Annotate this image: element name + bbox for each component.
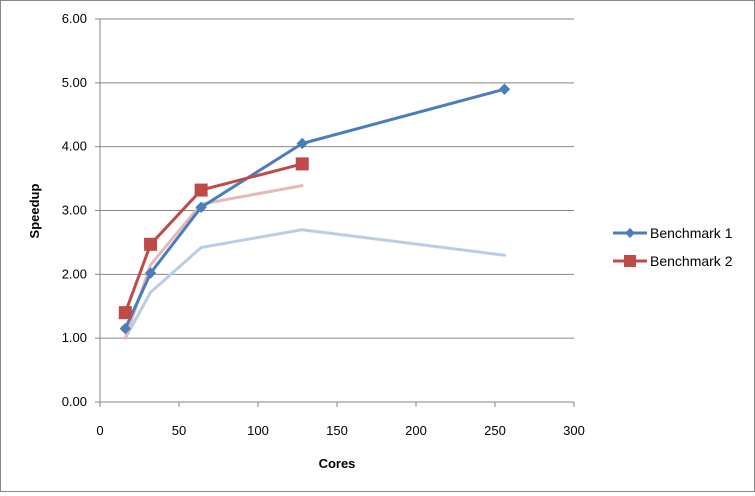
x-axis-title: Cores <box>319 456 356 471</box>
series-2-point-1 <box>144 237 158 251</box>
y-tick-label-0: 0.00 <box>62 394 87 409</box>
x-tick-label-6: 300 <box>563 423 585 438</box>
y-tick-label-1: 1.00 <box>62 330 87 345</box>
series-2 <box>118 157 309 320</box>
x-tick-labels: 0 50 100 150 200 250 300 <box>96 423 584 438</box>
legend-label-1: Benchmark 1 <box>650 225 733 241</box>
y-tick-label-4: 4.00 <box>62 139 87 154</box>
legend: Benchmark 1 Benchmark 2 <box>613 225 733 269</box>
legend-entry-2: Benchmark 2 <box>613 253 733 269</box>
series-1-point-4 <box>498 83 511 95</box>
series-4-line <box>123 184 304 340</box>
y-tick-label-2: 2.00 <box>62 266 87 281</box>
series-1-point-1 <box>144 267 157 279</box>
series-3-line <box>123 228 506 340</box>
y-tick-label-6: 6.00 <box>62 11 87 26</box>
axes <box>95 18 575 407</box>
x-tick-label-5: 250 <box>484 423 506 438</box>
legend-entry-1: Benchmark 1 <box>613 225 733 241</box>
series-2-point-3 <box>295 157 309 171</box>
series-3 <box>123 228 506 340</box>
y-tick-label-5: 5.00 <box>62 75 87 90</box>
series-1-point-3 <box>296 137 308 150</box>
x-tick-label-3: 150 <box>326 423 348 438</box>
series-2-point-0 <box>118 306 132 320</box>
gridlines <box>100 18 574 339</box>
x-tick-label-4: 200 <box>405 423 427 438</box>
legend-marker-2 <box>624 255 636 267</box>
series-lines <box>118 83 511 340</box>
series-4 <box>123 184 304 340</box>
x-tick-label-2: 100 <box>247 423 269 438</box>
series-2-line <box>123 162 304 315</box>
legend-label-2: Benchmark 2 <box>650 253 733 269</box>
series-2-point-2 <box>194 183 208 197</box>
y-tick-labels: 0.00 1.00 2.00 3.00 4.00 5.00 6.00 <box>62 11 87 409</box>
series-1-point-2 <box>195 201 207 214</box>
series-1 <box>119 83 511 335</box>
series-1-point-0 <box>119 322 131 335</box>
y-tick-label-3: 3.00 <box>62 203 87 218</box>
y-axis-title: Speedup <box>27 183 42 238</box>
x-tick-label-1: 50 <box>172 423 186 438</box>
x-tick-label-0: 0 <box>96 423 103 438</box>
legend-marker-1 <box>625 228 635 238</box>
